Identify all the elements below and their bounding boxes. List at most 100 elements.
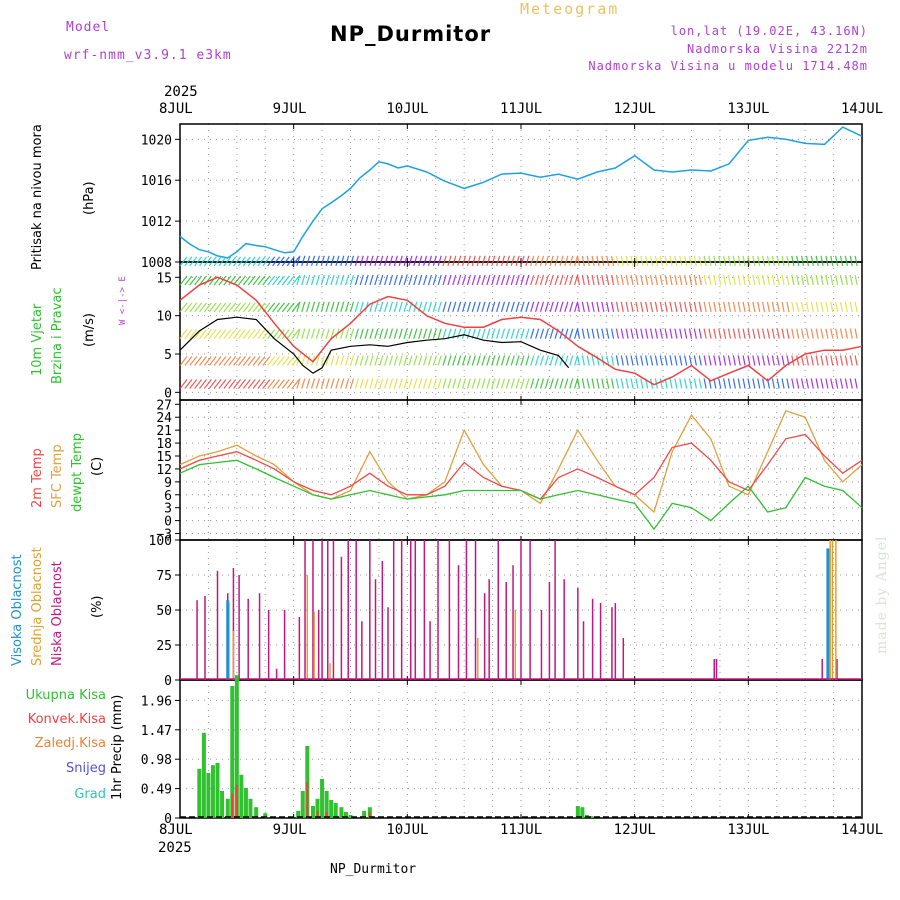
wind-barb xyxy=(535,328,540,339)
location-coords: lon,lat (19.02E, 43.16N) xyxy=(670,24,868,38)
wind-barb xyxy=(286,356,295,366)
wind-barb xyxy=(581,378,585,389)
wind-barb xyxy=(476,328,481,339)
wind-barb xyxy=(771,255,775,266)
wind-barb xyxy=(515,355,520,366)
wind-barb xyxy=(218,329,227,340)
wind-barb xyxy=(510,328,515,339)
wind-barb xyxy=(218,275,227,286)
precip-bar-convective xyxy=(325,812,328,818)
wind-barb xyxy=(457,328,462,339)
wind-barb xyxy=(708,301,712,312)
precip-bar-total xyxy=(210,765,215,818)
precip-bar-total xyxy=(300,791,305,818)
wind-barb xyxy=(554,274,559,286)
wind-barb xyxy=(693,328,697,339)
wind-barb xyxy=(184,275,193,286)
wind-barb xyxy=(820,355,824,366)
wind-barb xyxy=(432,328,437,339)
wind-barb xyxy=(554,355,559,366)
wind-barb xyxy=(296,255,301,267)
wind-barb xyxy=(398,355,403,366)
wind-barb xyxy=(267,302,276,313)
wind-barb xyxy=(447,274,452,286)
wind-barb xyxy=(491,355,496,366)
wind-barb xyxy=(233,379,242,389)
wind-barb xyxy=(379,274,384,286)
wind-barb xyxy=(620,355,624,366)
wind-barb xyxy=(549,255,554,267)
wind-barb xyxy=(810,274,814,286)
wind-barb xyxy=(761,301,766,312)
wind-barb xyxy=(849,301,853,312)
wind-barb xyxy=(559,255,564,267)
wind-barb xyxy=(413,378,418,389)
wind-barb xyxy=(544,274,549,286)
wind-barb xyxy=(505,255,510,267)
wind-barb xyxy=(432,274,437,286)
wind-barb xyxy=(640,355,644,366)
wind-barb xyxy=(262,256,271,267)
wind-barb xyxy=(306,355,311,366)
wind-barb xyxy=(569,255,574,267)
wind-barb xyxy=(218,302,227,313)
wind-barb xyxy=(457,255,462,267)
wind-barb xyxy=(791,301,795,312)
wind-barb xyxy=(452,378,457,389)
wind-barb xyxy=(630,301,634,312)
wind-barb xyxy=(610,378,615,389)
wind-barb xyxy=(476,301,481,313)
wind-barb xyxy=(664,301,668,312)
wind-barb xyxy=(496,255,501,267)
wind-barb xyxy=(525,355,530,366)
wind-barb xyxy=(625,328,629,339)
wind-barb xyxy=(247,275,256,286)
wind-barb xyxy=(703,378,707,389)
wind-barb xyxy=(581,255,585,266)
wind-barb xyxy=(286,379,295,389)
wind-barb xyxy=(194,379,203,389)
wind-barb xyxy=(535,274,540,286)
wind-barb xyxy=(742,274,746,286)
wind-barb xyxy=(422,274,428,286)
wind-barb xyxy=(442,274,447,286)
wind-barb xyxy=(364,328,369,339)
wind-barb xyxy=(732,301,736,312)
wind-barb xyxy=(581,355,585,366)
wind-barb xyxy=(496,378,501,389)
wind-barb xyxy=(461,378,467,389)
y-tick-label: 15 xyxy=(156,271,172,286)
wind-barb xyxy=(476,274,481,286)
wind-barb xyxy=(596,378,600,389)
wind-barb xyxy=(291,302,300,313)
wind-barb xyxy=(554,378,559,389)
precip-bar-total xyxy=(225,798,230,818)
wind-barb xyxy=(194,256,203,267)
wind-barb xyxy=(218,356,227,366)
wind-barb xyxy=(491,255,496,267)
wind-barb xyxy=(708,328,712,339)
wind-barb xyxy=(461,301,467,313)
wind-barb xyxy=(379,355,384,366)
wind-barb xyxy=(310,255,316,267)
wind-barb xyxy=(296,301,301,313)
wind-barb xyxy=(669,255,673,266)
precip-bar-total xyxy=(239,774,244,818)
wind-barb xyxy=(374,274,379,286)
precip-bar-total xyxy=(310,806,315,818)
wind-barb xyxy=(781,301,785,312)
wind-barb xyxy=(659,328,663,339)
wind-barb xyxy=(620,378,624,389)
wind-barb xyxy=(854,301,858,312)
wind-barb xyxy=(539,255,545,267)
wind-barb xyxy=(752,301,756,312)
wind-barb xyxy=(544,301,549,313)
wind-barb xyxy=(393,301,398,313)
wind-barb xyxy=(708,255,712,266)
wind-barb xyxy=(466,328,471,339)
y-tick-label: 5 xyxy=(164,348,172,363)
wind-barb xyxy=(659,274,663,286)
wind-barb xyxy=(276,256,285,267)
wind-barb xyxy=(630,328,634,339)
wind-barb xyxy=(698,274,702,286)
